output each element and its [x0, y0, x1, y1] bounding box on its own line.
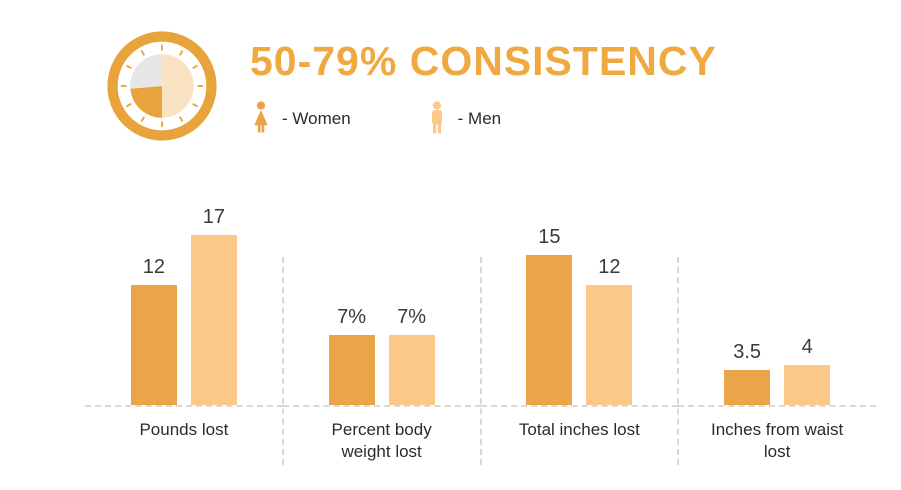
value-label: 12 — [142, 256, 165, 278]
bar-women — [724, 370, 771, 405]
bar-group: 3.5 4 Inches from waist lost — [678, 202, 876, 463]
bar-men — [190, 235, 237, 405]
bar-group: 12 17 Pounds lost — [85, 202, 284, 466]
value-label: 7% — [337, 306, 367, 328]
bar-men — [784, 365, 831, 405]
bar-chart: 12 17 Pounds lost 7% 7% Percent body weight l… — [85, 202, 876, 466]
bar-with-label: 4 — [784, 336, 831, 405]
bar-with-label: 17 — [190, 206, 237, 405]
value-label: 4 — [801, 336, 813, 358]
group-separator — [677, 257, 680, 466]
bar-with-label: 12 — [586, 256, 633, 405]
bar-group: 15 12 Total inches lost — [480, 202, 680, 466]
bars-area: 7% 7% — [282, 202, 481, 407]
bar-women — [130, 285, 177, 405]
bars-area: 12 17 — [85, 202, 283, 407]
value-label: 15 — [538, 226, 561, 248]
legend-label-men: - Men — [457, 109, 502, 129]
woman-icon — [254, 101, 268, 133]
category-label: Total inches lost — [518, 420, 640, 439]
title-block: 50-79% CONSISTENCY - Women - Men — [250, 30, 717, 137]
legend-label-women: - Women — [282, 109, 351, 129]
group-separator — [479, 257, 482, 466]
bar-group: 7% 7% Percent body weight lost — [282, 202, 482, 466]
bars-area: 15 12 — [480, 202, 679, 407]
bar-with-label: 7% — [328, 306, 375, 405]
value-label: 3.5 — [733, 341, 762, 363]
value-label: 17 — [202, 206, 225, 228]
category-label: Pounds lost — [139, 420, 229, 439]
category-label: Inches from waist lost — [710, 420, 844, 462]
man-icon — [431, 101, 442, 134]
value-label: 7% — [397, 306, 427, 328]
value-label: 12 — [598, 256, 621, 278]
bar-men — [586, 285, 633, 405]
bar-with-label: 3.5 — [724, 341, 771, 405]
bar-men — [388, 335, 435, 405]
clock-pie-icon — [106, 30, 218, 142]
group-separator — [281, 257, 284, 466]
bars-area: 3.5 4 — [678, 202, 876, 407]
bar-with-label: 15 — [526, 226, 573, 405]
header: 50-79% CONSISTENCY - Women - Men — [0, 0, 901, 142]
bar-with-label: 12 — [130, 256, 177, 405]
page-title: 50-79% CONSISTENCY — [250, 38, 717, 84]
bar-with-label: 7% — [388, 306, 435, 405]
clock-pie-svg — [107, 31, 217, 141]
bar-women — [526, 255, 573, 405]
legend: - Women - Men — [250, 101, 717, 137]
category-label: Percent body weight lost — [331, 420, 432, 462]
bar-women — [328, 335, 375, 405]
